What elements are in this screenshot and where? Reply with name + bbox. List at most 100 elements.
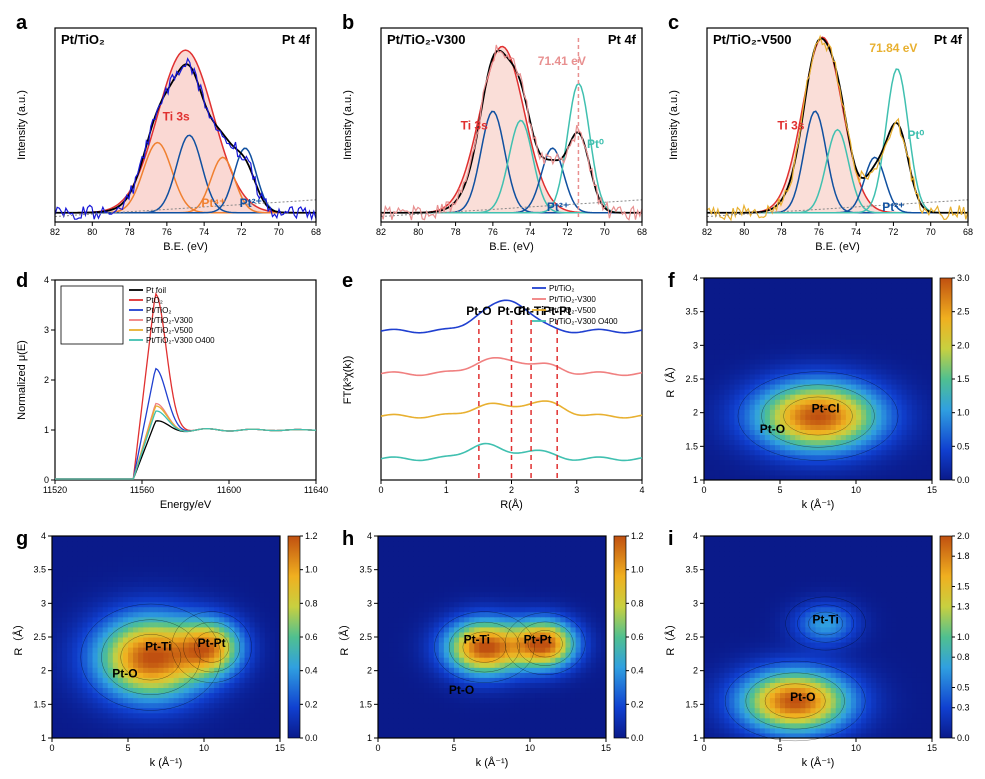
svg-text:Pt/TiO₂: Pt/TiO₂ (61, 32, 105, 47)
svg-text:2: 2 (41, 666, 46, 676)
svg-text:11600: 11600 (217, 485, 241, 495)
panel-i: i05101511.522.533.54k (Å⁻¹)R（Å）Pt-TiPt-O… (662, 526, 980, 776)
svg-text:11520: 11520 (43, 485, 67, 495)
svg-text:68: 68 (637, 227, 647, 237)
svg-text:72: 72 (888, 227, 898, 237)
svg-text:0.6: 0.6 (305, 632, 318, 642)
panel-label: f (668, 270, 675, 293)
svg-text:Intensity (a.u.): Intensity (a.u.) (668, 90, 680, 160)
svg-text:72: 72 (236, 227, 246, 237)
svg-text:Pt-Cl: Pt-Cl (812, 402, 840, 416)
svg-text:Pt⁰: Pt⁰ (907, 128, 924, 142)
panel-g: g05101511.522.533.54k (Å⁻¹)R（Å）Pt-TiPt-P… (10, 526, 328, 776)
svg-text:Pt 4f: Pt 4f (934, 32, 963, 47)
svg-text:k (Å⁻¹): k (Å⁻¹) (802, 498, 835, 511)
panel-label: a (16, 12, 27, 35)
panel-label: i (668, 528, 674, 551)
svg-text:2.5: 2.5 (957, 307, 970, 317)
svg-text:3: 3 (574, 485, 579, 495)
svg-text:78: 78 (777, 227, 787, 237)
svg-text:82: 82 (50, 227, 60, 237)
svg-text:2.5: 2.5 (685, 374, 698, 384)
svg-text:R（Å）: R（Å） (664, 360, 677, 397)
panel-c: c8280787674727068B.E. (eV)Intensity (a.u… (662, 10, 980, 260)
svg-text:1: 1 (44, 425, 49, 435)
svg-text:Pt/TiO₂-V500: Pt/TiO₂-V500 (146, 326, 193, 335)
svg-text:Pt-Pt: Pt-Pt (198, 636, 226, 650)
svg-text:80: 80 (739, 227, 749, 237)
svg-text:B.E. (eV): B.E. (eV) (815, 241, 860, 253)
svg-text:72: 72 (562, 227, 572, 237)
chart-h: 05101511.522.533.54k (Å⁻¹)R（Å）Pt-TiPt-Pt… (336, 526, 654, 776)
svg-text:1.5: 1.5 (957, 374, 970, 384)
panel-e: e01234R(Å)FT(k³χ(k))Pt-OPt-ClPt-TiPt-PtP… (336, 268, 654, 518)
svg-text:3.0: 3.0 (957, 273, 970, 283)
svg-text:76: 76 (162, 227, 172, 237)
svg-text:0: 0 (49, 743, 54, 753)
panel-label: e (342, 270, 353, 293)
svg-text:1.0: 1.0 (957, 408, 970, 418)
svg-text:1.2: 1.2 (305, 531, 318, 541)
chart-e: 01234R(Å)FT(k³χ(k))Pt-OPt-ClPt-TiPt-PtPt… (336, 268, 654, 518)
svg-text:0.8: 0.8 (305, 598, 318, 608)
svg-text:4: 4 (41, 531, 46, 541)
svg-text:3.5: 3.5 (685, 307, 698, 317)
svg-text:3: 3 (44, 325, 49, 335)
chart-b: 8280787674727068B.E. (eV)Intensity (a.u.… (336, 10, 654, 260)
svg-text:70: 70 (926, 227, 936, 237)
svg-text:1: 1 (444, 485, 449, 495)
svg-text:Pt/TiO₂-V300: Pt/TiO₂-V300 (549, 295, 596, 304)
svg-text:0: 0 (44, 475, 49, 485)
panel-f: f05101511.522.533.54k (Å⁻¹)R（Å）Pt-ClPt-O… (662, 268, 980, 518)
chart-c: 8280787674727068B.E. (eV)Intensity (a.u.… (662, 10, 980, 260)
svg-text:78: 78 (451, 227, 461, 237)
chart-a: 8280787674727068B.E. (eV)Intensity (a.u.… (10, 10, 328, 260)
svg-text:Pt²⁺: Pt²⁺ (547, 200, 569, 214)
panel-label: d (16, 270, 28, 293)
panel-label: h (342, 528, 354, 551)
svg-text:Ti 3s: Ti 3s (461, 119, 488, 133)
svg-text:R(Å): R(Å) (500, 498, 523, 511)
svg-text:4: 4 (44, 275, 49, 285)
svg-text:71.84 eV: 71.84 eV (869, 41, 917, 55)
panel-a: a8280787674727068B.E. (eV)Intensity (a.u… (10, 10, 328, 260)
svg-text:0: 0 (701, 485, 706, 495)
svg-text:1.0: 1.0 (305, 565, 318, 575)
svg-text:76: 76 (488, 227, 498, 237)
svg-text:80: 80 (87, 227, 97, 237)
svg-text:Pt²⁺: Pt²⁺ (882, 200, 904, 214)
svg-text:70: 70 (600, 227, 610, 237)
svg-text:Pt-O: Pt-O (112, 666, 137, 680)
svg-text:Pt/TiO₂-V500: Pt/TiO₂-V500 (713, 32, 792, 47)
svg-text:Pt⁰: Pt⁰ (587, 137, 604, 151)
svg-text:10: 10 (199, 743, 209, 753)
svg-text:0.2: 0.2 (305, 699, 318, 709)
svg-text:Intensity (a.u.): Intensity (a.u.) (16, 90, 28, 160)
svg-text:11560: 11560 (130, 485, 154, 495)
svg-text:1: 1 (693, 475, 698, 485)
svg-text:3: 3 (693, 340, 698, 350)
svg-text:R（Å）: R（Å） (12, 618, 25, 655)
svg-text:74: 74 (851, 227, 861, 237)
svg-text:Pt/TiO₂-V300: Pt/TiO₂-V300 (146, 316, 193, 325)
svg-text:Pt/TiO₂-V300 O400: Pt/TiO₂-V300 O400 (549, 317, 618, 326)
svg-text:71.41 eV: 71.41 eV (538, 54, 586, 68)
svg-text:5: 5 (777, 485, 782, 495)
svg-text:5: 5 (125, 743, 130, 753)
svg-text:Pt-O: Pt-O (466, 304, 491, 318)
svg-text:B.E. (eV): B.E. (eV) (489, 241, 534, 253)
svg-text:Pt/TiO₂-V300: Pt/TiO₂-V300 (387, 32, 466, 47)
svg-text:Pt-Ti: Pt-Ti (145, 639, 171, 653)
svg-text:15: 15 (927, 485, 937, 495)
chart-d: 1152011560116001164001234Energy/eVNormal… (10, 268, 328, 518)
svg-text:1.5: 1.5 (33, 699, 46, 709)
svg-text:Energy/eV: Energy/eV (160, 499, 212, 511)
svg-text:Intensity (a.u.): Intensity (a.u.) (342, 90, 354, 160)
svg-text:Pt-Ti: Pt-Ti (518, 304, 544, 318)
panel-b: b8280787674727068B.E. (eV)Intensity (a.u… (336, 10, 654, 260)
svg-text:74: 74 (199, 227, 209, 237)
svg-text:76: 76 (814, 227, 824, 237)
svg-text:2: 2 (509, 485, 514, 495)
svg-text:Pt/TiO₂-V500: Pt/TiO₂-V500 (549, 306, 596, 315)
svg-text:82: 82 (702, 227, 712, 237)
